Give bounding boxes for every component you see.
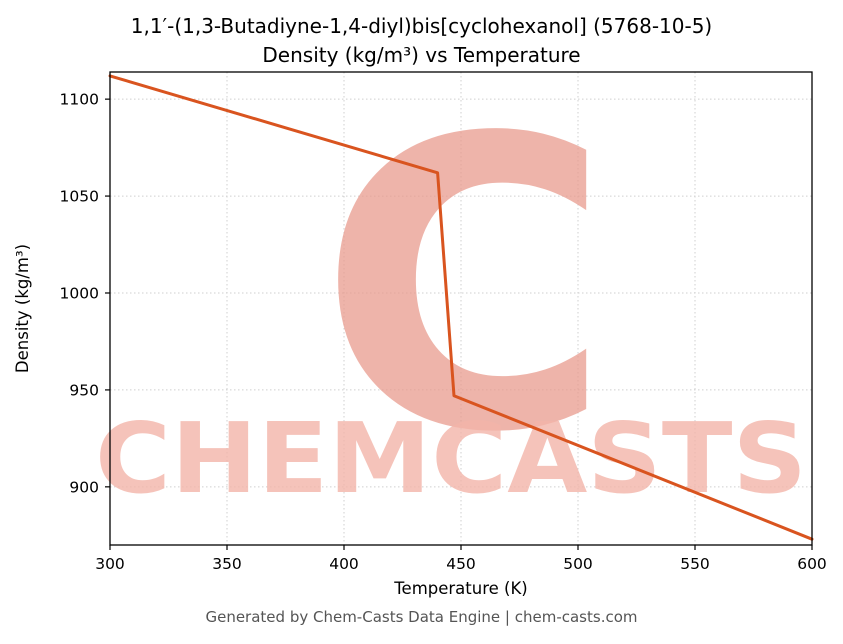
footer-text: Generated by Chem-Casts Data Engine | ch… bbox=[205, 608, 638, 626]
y-tick-label: 1000 bbox=[60, 284, 99, 302]
y-tick-label: 1100 bbox=[60, 91, 99, 109]
x-tick-label: 350 bbox=[212, 555, 242, 573]
watermark-text: CHEMCASTS bbox=[95, 402, 807, 515]
watermark-logo-c: C bbox=[318, 55, 612, 520]
x-tick-label: 450 bbox=[446, 555, 476, 573]
chart-suptitle: 1,1′-(1,3-Butadiyne-1,4-diyl)bis[cyclohe… bbox=[130, 14, 713, 38]
series-line-density bbox=[108, 74, 814, 541]
x-axis-label: Temperature (K) bbox=[393, 579, 527, 598]
x-tick-label: 500 bbox=[563, 555, 593, 573]
y-axis-label: Density (kg/m³) bbox=[13, 244, 32, 373]
y-tick-label: 900 bbox=[69, 478, 99, 496]
x-tick-label: 300 bbox=[95, 555, 125, 573]
series-lines bbox=[108, 74, 814, 541]
y-tick-label: 950 bbox=[69, 381, 99, 399]
x-tick-label: 600 bbox=[797, 555, 827, 573]
x-tick-label: 400 bbox=[329, 555, 359, 573]
x-tick-label: 550 bbox=[680, 555, 710, 573]
axes-ticks: 300 350 400 450 500 550 600 900 950 1000 1050 1100 bbox=[60, 91, 827, 573]
y-tick-label: 1050 bbox=[60, 188, 99, 206]
title-block: 1,1′-(1,3-Butadiyne-1,4-diyl)bis[cyclohe… bbox=[0, 12, 843, 70]
chart-title: Density (kg/m³) vs Temperature bbox=[262, 43, 581, 67]
